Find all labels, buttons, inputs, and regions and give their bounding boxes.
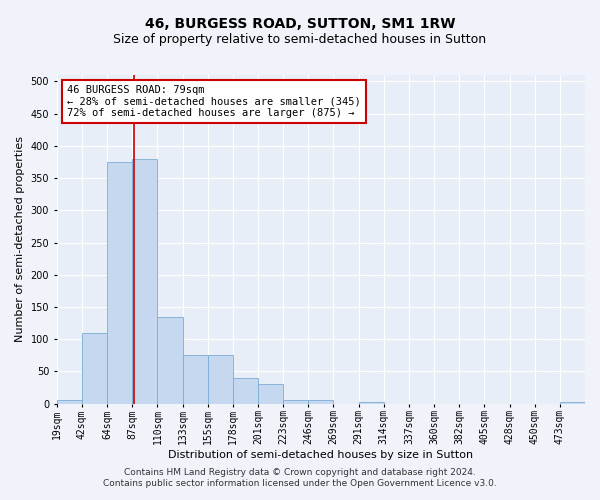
Bar	[233, 378, 258, 404]
Bar	[82, 333, 107, 404]
Text: 46, BURGESS ROAD, SUTTON, SM1 1RW: 46, BURGESS ROAD, SUTTON, SM1 1RW	[145, 18, 455, 32]
Text: Size of property relative to semi-detached houses in Sutton: Size of property relative to semi-detach…	[113, 32, 487, 46]
Y-axis label: Number of semi-detached properties: Number of semi-detached properties	[15, 136, 25, 342]
Bar	[57, 400, 82, 404]
Bar	[560, 402, 585, 404]
Text: 46 BURGESS ROAD: 79sqm
← 28% of semi-detached houses are smaller (345)
72% of se: 46 BURGESS ROAD: 79sqm ← 28% of semi-det…	[67, 85, 361, 118]
Bar	[308, 400, 334, 404]
X-axis label: Distribution of semi-detached houses by size in Sutton: Distribution of semi-detached houses by …	[169, 450, 473, 460]
Text: Contains HM Land Registry data © Crown copyright and database right 2024.
Contai: Contains HM Land Registry data © Crown c…	[103, 468, 497, 487]
Bar	[283, 400, 308, 404]
Bar	[107, 162, 132, 404]
Bar	[208, 356, 233, 404]
Bar	[132, 159, 157, 404]
Bar	[182, 356, 208, 404]
Bar	[359, 402, 384, 404]
Bar	[157, 316, 182, 404]
Bar	[258, 384, 283, 404]
